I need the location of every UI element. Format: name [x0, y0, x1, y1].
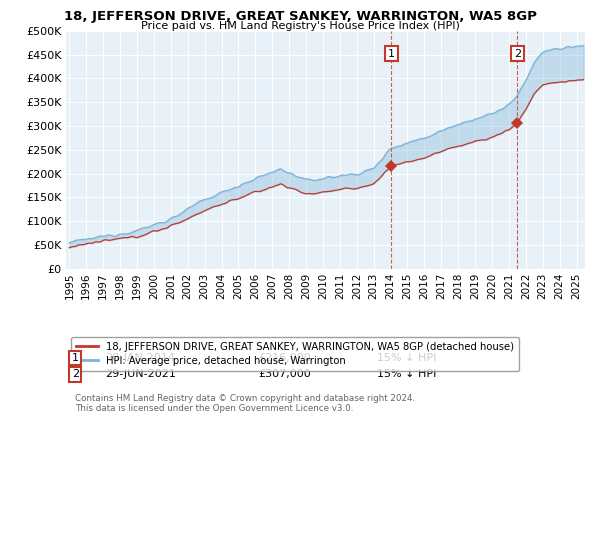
- Text: 2: 2: [514, 49, 521, 59]
- Text: 15% ↓ HPI: 15% ↓ HPI: [377, 353, 437, 363]
- Text: 1: 1: [388, 49, 395, 59]
- Text: Price paid vs. HM Land Registry's House Price Index (HPI): Price paid vs. HM Land Registry's House …: [140, 21, 460, 31]
- Text: 2: 2: [72, 369, 79, 379]
- Text: £307,000: £307,000: [258, 369, 311, 379]
- Text: 18, JEFFERSON DRIVE, GREAT SANKEY, WARRINGTON, WA5 8GP: 18, JEFFERSON DRIVE, GREAT SANKEY, WARRI…: [64, 10, 536, 23]
- Text: 29-JUN-2021: 29-JUN-2021: [105, 369, 176, 379]
- Legend: 18, JEFFERSON DRIVE, GREAT SANKEY, WARRINGTON, WA5 8GP (detached house), HPI: Av: 18, JEFFERSON DRIVE, GREAT SANKEY, WARRI…: [71, 337, 519, 371]
- Text: 1: 1: [72, 353, 79, 363]
- Text: £216,000: £216,000: [258, 353, 311, 363]
- Text: 15% ↓ HPI: 15% ↓ HPI: [377, 369, 437, 379]
- Text: 20-JAN-2014: 20-JAN-2014: [105, 353, 175, 363]
- Text: Contains HM Land Registry data © Crown copyright and database right 2024.
This d: Contains HM Land Registry data © Crown c…: [76, 394, 415, 413]
